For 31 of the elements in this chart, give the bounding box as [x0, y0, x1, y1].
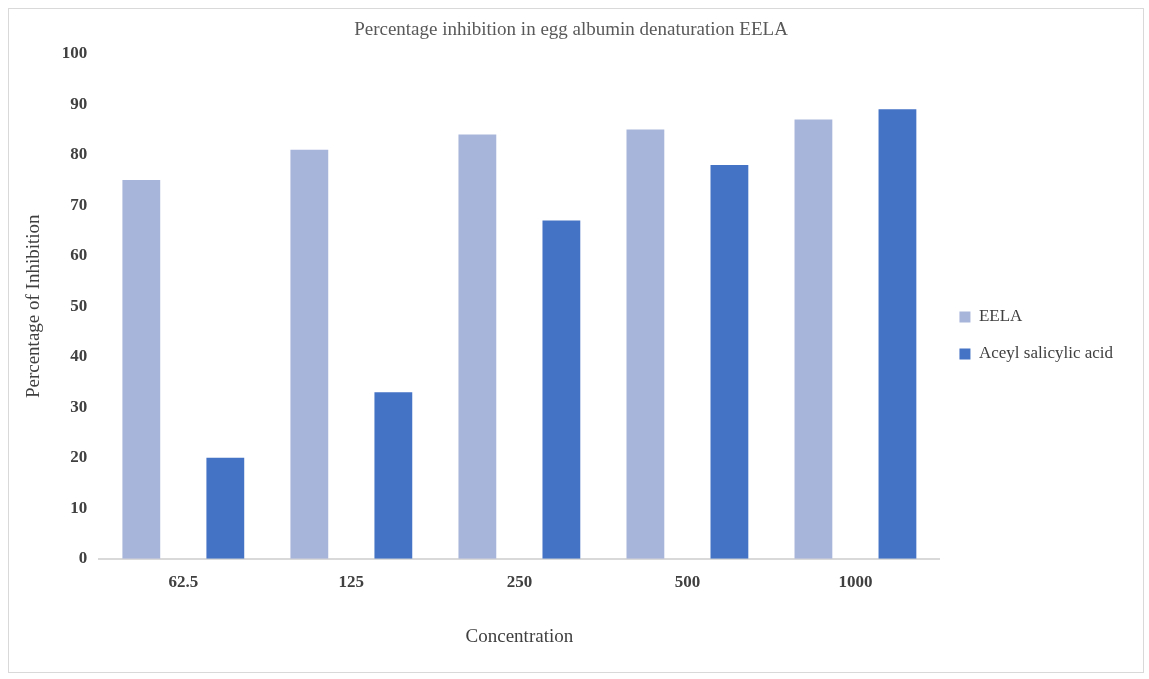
legend-label: Aceyl salicylic acid [978, 343, 1114, 363]
y-tick-label: 100 [61, 43, 88, 63]
bar [542, 220, 581, 559]
chart-title: Percentage inhibition in egg albumin denaturation EELA [354, 18, 789, 40]
y-tick-label: 80 [70, 144, 88, 164]
y-tick-label: 10 [70, 497, 88, 517]
bar [206, 457, 245, 559]
y-tick-label: 60 [70, 245, 88, 265]
bar [794, 119, 833, 559]
x-tick-label: 250 [506, 572, 533, 592]
bar [626, 129, 665, 559]
x-tick-label: 62.5 [168, 572, 199, 592]
legend-label: EELA [978, 306, 1024, 326]
y-axis-title: Percentage of Inhibition [22, 214, 44, 399]
y-tick-label: 50 [70, 295, 88, 315]
bar [374, 392, 413, 559]
y-tick-label: 30 [70, 396, 88, 416]
x-tick-label: 1000 [838, 572, 873, 592]
bar [290, 149, 329, 559]
bar [710, 164, 749, 559]
y-tick-label: 0 [78, 548, 88, 568]
y-tick-label: 20 [70, 447, 88, 467]
bar [878, 109, 917, 559]
x-tick-label: 125 [338, 572, 365, 592]
bar [122, 180, 161, 559]
x-axis-title: Concentration [465, 624, 574, 646]
y-tick-label: 90 [70, 93, 88, 113]
x-tick-label: 500 [674, 572, 701, 592]
y-tick-label: 70 [70, 194, 88, 214]
bar [458, 134, 497, 559]
y-tick-label: 40 [70, 346, 88, 366]
